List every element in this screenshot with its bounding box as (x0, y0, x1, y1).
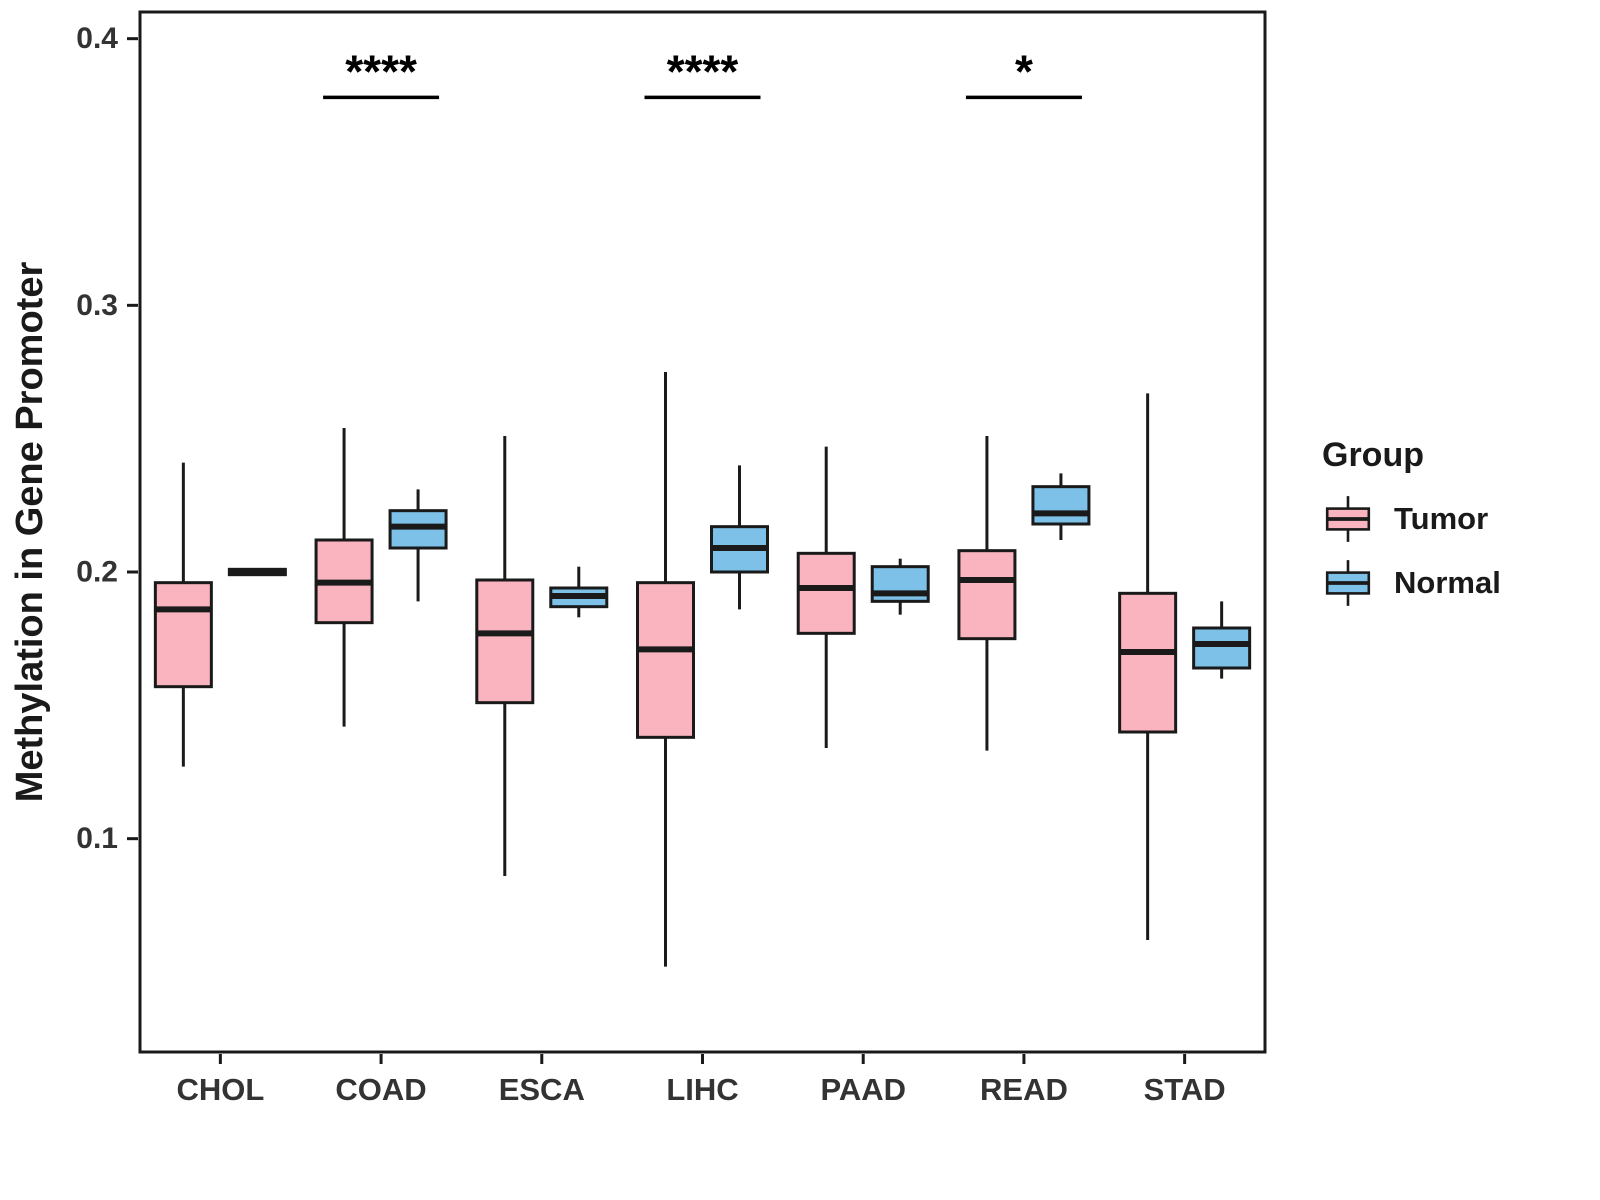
significance-stars: **** (345, 45, 417, 97)
y-tick-label: 0.4 (76, 22, 118, 55)
y-tick-label: 0.1 (76, 822, 118, 855)
x-category-label: ESCA (499, 1072, 585, 1107)
legend-item-label: Tumor (1394, 501, 1489, 536)
box-normal-STAD (1192, 601, 1252, 679)
box-tumor-COAD (314, 428, 374, 727)
box-tumor-READ (957, 436, 1017, 751)
box-tumor-STAD (1118, 393, 1178, 940)
x-category-label: CHOL (176, 1072, 264, 1107)
box-tumor-CHOL (153, 462, 213, 767)
x-category-label: COAD (335, 1072, 426, 1107)
box-normal-PAAD (870, 558, 930, 615)
legend-item-tumor: Tumor (1322, 493, 1501, 545)
box-normal-COAD (388, 489, 448, 602)
significance-annotations: **** **** * (323, 45, 1082, 100)
x-category-label: LIHC (666, 1072, 738, 1107)
significance-stars: * (1015, 45, 1033, 97)
y-tick-label: 0.2 (76, 556, 118, 589)
x-category-label: STAD (1144, 1072, 1226, 1107)
box-normal-CHOL (227, 567, 287, 577)
legend: Group Tumor Normal (1322, 436, 1501, 621)
legend-item-label: Normal (1394, 565, 1501, 600)
y-tick-label: 0.3 (76, 289, 118, 322)
significance-stars: **** (667, 45, 739, 97)
x-category-label: READ (980, 1072, 1068, 1107)
box-tumor-PAAD (796, 446, 856, 748)
normal-boxplot-key-icon (1325, 560, 1371, 606)
legend-item-normal: Normal (1322, 557, 1501, 609)
tumor-boxplot-key-icon (1325, 496, 1371, 542)
axes: 0.1 0.2 0.3 0.4 CHOL COAD ESCA LIHC PAAD READ STAD (76, 22, 1225, 1107)
panel-border (138, 10, 1267, 1054)
legend-title: Group (1322, 436, 1424, 474)
boxes (153, 372, 1252, 967)
box-normal-ESCA (549, 566, 609, 618)
box-normal-READ (1031, 473, 1091, 540)
box-normal-LIHC (710, 465, 769, 610)
box-tumor-ESCA (475, 436, 535, 876)
y-axis-label: Methylation in Gene Promoter (9, 262, 51, 803)
x-category-label: PAAD (820, 1072, 906, 1107)
box-tumor-LIHC (636, 372, 695, 967)
